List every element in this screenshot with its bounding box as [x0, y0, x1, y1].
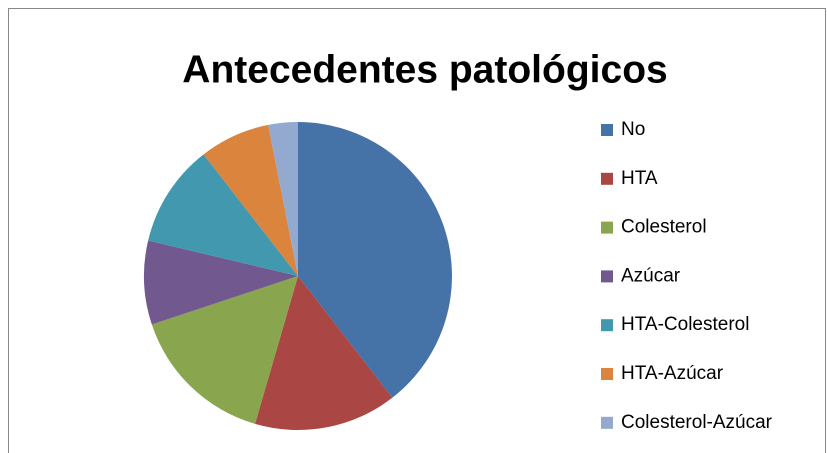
- chart-border: [8, 8, 826, 453]
- legend-swatch: [601, 368, 613, 380]
- legend-label: Colesterol-Azúcar: [621, 412, 773, 433]
- legend-label: HTA-Colesterol: [621, 314, 749, 335]
- pie-slice: [268, 122, 298, 276]
- pie-slice: [203, 124, 298, 276]
- legend-swatch: [601, 416, 613, 429]
- legend-swatch: [601, 270, 613, 283]
- legend-label: HTA: [621, 168, 658, 189]
- pie-slice: [298, 122, 453, 398]
- legend-swatch: [601, 221, 613, 234]
- legend-label: Azúcar: [621, 265, 681, 286]
- legend-label: HTA-Azúcar: [621, 363, 724, 384]
- pie-slice: [151, 276, 298, 424]
- legend-swatch: [601, 124, 613, 136]
- legend-swatch: [601, 319, 613, 332]
- pie-slice: [255, 276, 393, 431]
- legend-label: No: [621, 119, 645, 140]
- legend-label: Colesterol: [621, 217, 707, 238]
- pie-slice: [143, 240, 298, 325]
- chart-title: Antecedentes patológicos: [182, 48, 667, 91]
- legend-swatch: [601, 172, 613, 185]
- pie-slice: [148, 154, 298, 276]
